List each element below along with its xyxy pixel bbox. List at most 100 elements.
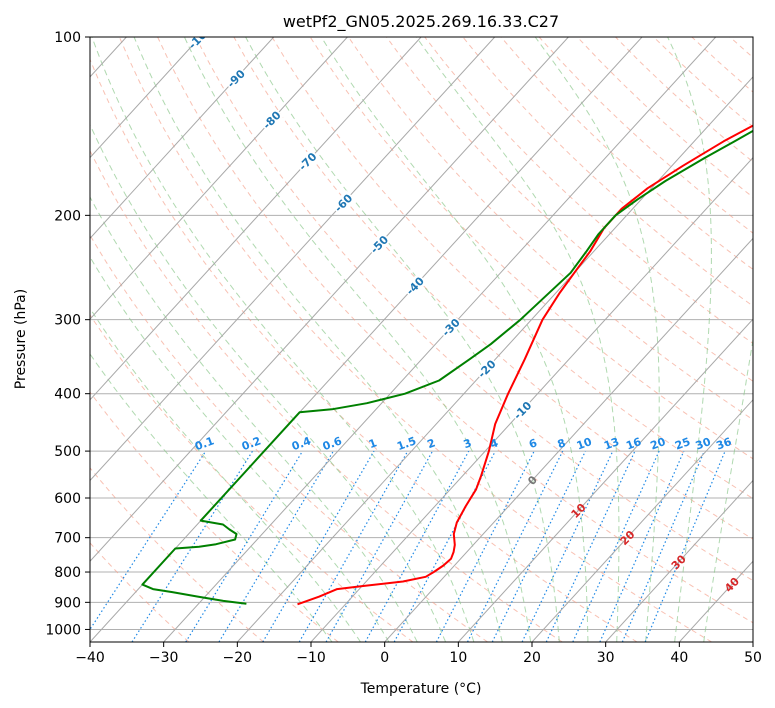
isotherm-label-bg xyxy=(366,231,392,257)
mixing-ratio-line xyxy=(599,450,685,642)
isotherm-line xyxy=(384,237,753,642)
isotherm-label-bg xyxy=(294,148,320,174)
moist-adiabat-line xyxy=(133,37,503,642)
mixing-ratio-line xyxy=(521,450,614,642)
dry-adiabat-line xyxy=(462,37,753,307)
isotherm-line xyxy=(90,37,201,159)
isotherm-line xyxy=(457,318,753,642)
x-tick-label: −20 xyxy=(223,650,253,666)
isotherm-line xyxy=(90,37,496,482)
chart-title: wetPf2_GN05.2025.269.16.33.C27 xyxy=(283,12,559,32)
mixing-ratio-label: 8 xyxy=(556,436,568,451)
dewpoint-profile xyxy=(141,129,753,605)
y-tick-label: 500 xyxy=(54,444,81,460)
mixing-ratio-label: 3 xyxy=(462,436,474,451)
y-tick-label: 1000 xyxy=(45,622,81,638)
isotherm-line xyxy=(310,156,753,642)
mixing-ratio-label: 0.1 xyxy=(193,434,216,453)
mixing-ratio-label: 13 xyxy=(602,435,621,452)
isotherm-label-bg xyxy=(258,107,284,132)
mixing-ratio-line xyxy=(325,450,434,642)
dry-adiabat-line xyxy=(271,37,753,500)
mixing-ratio-label: 1 xyxy=(367,436,379,451)
y-tick-label: 400 xyxy=(54,387,81,403)
mixing-ratio-label: 36 xyxy=(714,435,733,453)
isotherm-line xyxy=(531,399,753,642)
moist-adiabat-line xyxy=(91,37,475,642)
y-tick-label: 900 xyxy=(54,595,81,611)
y-tick-label: 300 xyxy=(54,313,81,329)
mixing-ratio-label: 0.2 xyxy=(240,434,263,453)
mixing-ratio-label: 0.6 xyxy=(321,434,344,453)
temperature-profile xyxy=(297,124,753,606)
y-tick-label: 600 xyxy=(54,491,81,507)
y-axis-label: Pressure (hPa) xyxy=(13,289,29,389)
isotherm-label-bg xyxy=(187,37,213,50)
isotherm-label-bg xyxy=(473,356,499,381)
plot-area: 0.1 0.2 0.4 0.6 1 1.5 2 3 4 6 8 10 13 16 20 25 30 36-100-… xyxy=(90,37,753,642)
plot-frame xyxy=(89,36,754,643)
moist-adiabat-line xyxy=(534,37,660,642)
x-tick-label: −30 xyxy=(149,650,179,666)
isotherm-label-bg xyxy=(509,397,535,423)
x-tick-label: 40 xyxy=(670,650,688,666)
mixing-ratio-label: 4 xyxy=(488,436,500,451)
mixing-ratio-label: 16 xyxy=(624,435,643,453)
dry-adiabat-line xyxy=(90,234,488,642)
mixing-ratio-line xyxy=(364,450,470,642)
mixing-ratio-label: 30 xyxy=(694,435,713,453)
x-axis-label: Temperature (°C) xyxy=(360,681,482,697)
mixing-ratio-label: 20 xyxy=(649,435,668,453)
y-tick-label: 800 xyxy=(54,565,81,581)
isotherm-line xyxy=(90,37,348,320)
x-tick-label: 10 xyxy=(449,650,467,666)
mixing-ratio-line xyxy=(185,450,304,642)
isotherm-label-bg xyxy=(438,314,463,340)
isotherm-line xyxy=(236,76,753,642)
mixing-ratio-line xyxy=(572,450,660,642)
isotherm-line xyxy=(90,37,569,563)
mixing-ratio-line xyxy=(545,450,636,642)
moist-adiabat-line xyxy=(667,37,712,642)
x-tick-label: 0 xyxy=(380,650,389,666)
isotherm-label-bg xyxy=(402,273,428,298)
moist-adiabat-line xyxy=(90,255,390,642)
mixing-ratio-line xyxy=(298,450,409,642)
mixing-ratio-line xyxy=(262,450,375,642)
moist-adiabat-line xyxy=(90,123,447,642)
moist-adiabat-line xyxy=(415,37,620,642)
x-tick-label: −10 xyxy=(296,650,326,666)
x-tick-label: 20 xyxy=(523,650,541,666)
isotherm-line xyxy=(90,37,643,642)
mixing-ratio-line xyxy=(218,450,334,642)
mixing-ratio-label: 1.5 xyxy=(395,434,418,453)
y-tick-label: 700 xyxy=(54,531,81,547)
mixing-ratio-label: 10 xyxy=(575,435,594,453)
isotherm-label-bg xyxy=(330,190,356,215)
moist-adiabat-line xyxy=(703,336,753,642)
dry-adiabat-line xyxy=(90,149,563,642)
y-tick-label: 200 xyxy=(54,208,81,224)
x-tick-label: 30 xyxy=(597,650,615,666)
isotherm-line xyxy=(90,37,275,240)
dry-adiabat-line xyxy=(386,37,753,382)
mixing-ratio-line xyxy=(644,450,726,642)
mixing-ratio-line xyxy=(491,450,586,642)
x-tick-label: −40 xyxy=(75,650,105,666)
isotherm-line xyxy=(605,479,753,642)
mixing-ratio-label: 25 xyxy=(673,435,692,452)
mixing-ratio-line xyxy=(621,450,705,642)
moist-adiabat-line xyxy=(320,37,589,642)
isotherm-line xyxy=(163,37,717,642)
isotherm-label-bg xyxy=(223,65,248,91)
isotherm-line xyxy=(90,37,422,401)
mixing-ratio-label: 2 xyxy=(426,436,438,451)
y-tick-label: 100 xyxy=(54,30,81,46)
mixing-ratio-label: 6 xyxy=(527,436,539,451)
mixing-ratio-label: 0.4 xyxy=(290,434,313,453)
dry-adiabat-line xyxy=(195,37,753,582)
moist-adiabat-line xyxy=(90,353,333,642)
x-tick-label: 50 xyxy=(744,650,762,666)
